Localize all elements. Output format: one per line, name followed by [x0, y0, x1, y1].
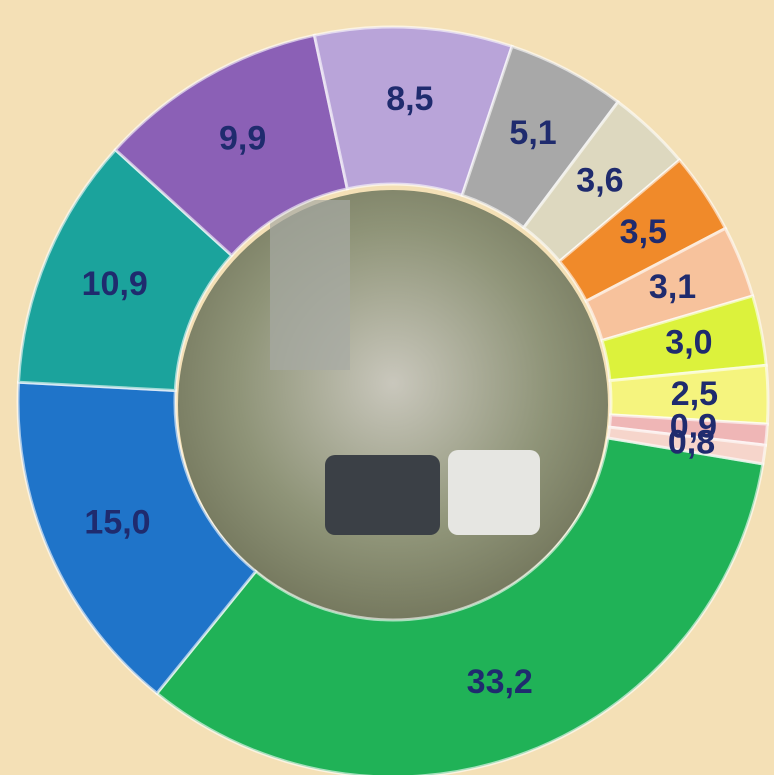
data-label: 8,5: [386, 80, 433, 118]
photo-car: [325, 455, 440, 535]
center-photo: [178, 190, 608, 620]
photo-building: [270, 200, 350, 370]
chart: 33,215,010,99,98,55,13,63,53,13,02,50,90…: [0, 0, 774, 775]
data-label: 33,2: [467, 663, 533, 701]
data-label: 15,0: [84, 504, 150, 542]
data-label: 3,6: [576, 162, 623, 200]
data-label: 3,5: [620, 213, 667, 251]
data-label: 9,9: [219, 120, 266, 158]
data-label: 3,0: [665, 323, 712, 361]
data-label: 5,1: [509, 114, 556, 152]
data-label: 3,1: [649, 268, 696, 306]
photo-van: [448, 450, 540, 535]
data-label: 0,8: [668, 423, 715, 461]
data-label: 10,9: [82, 265, 148, 303]
